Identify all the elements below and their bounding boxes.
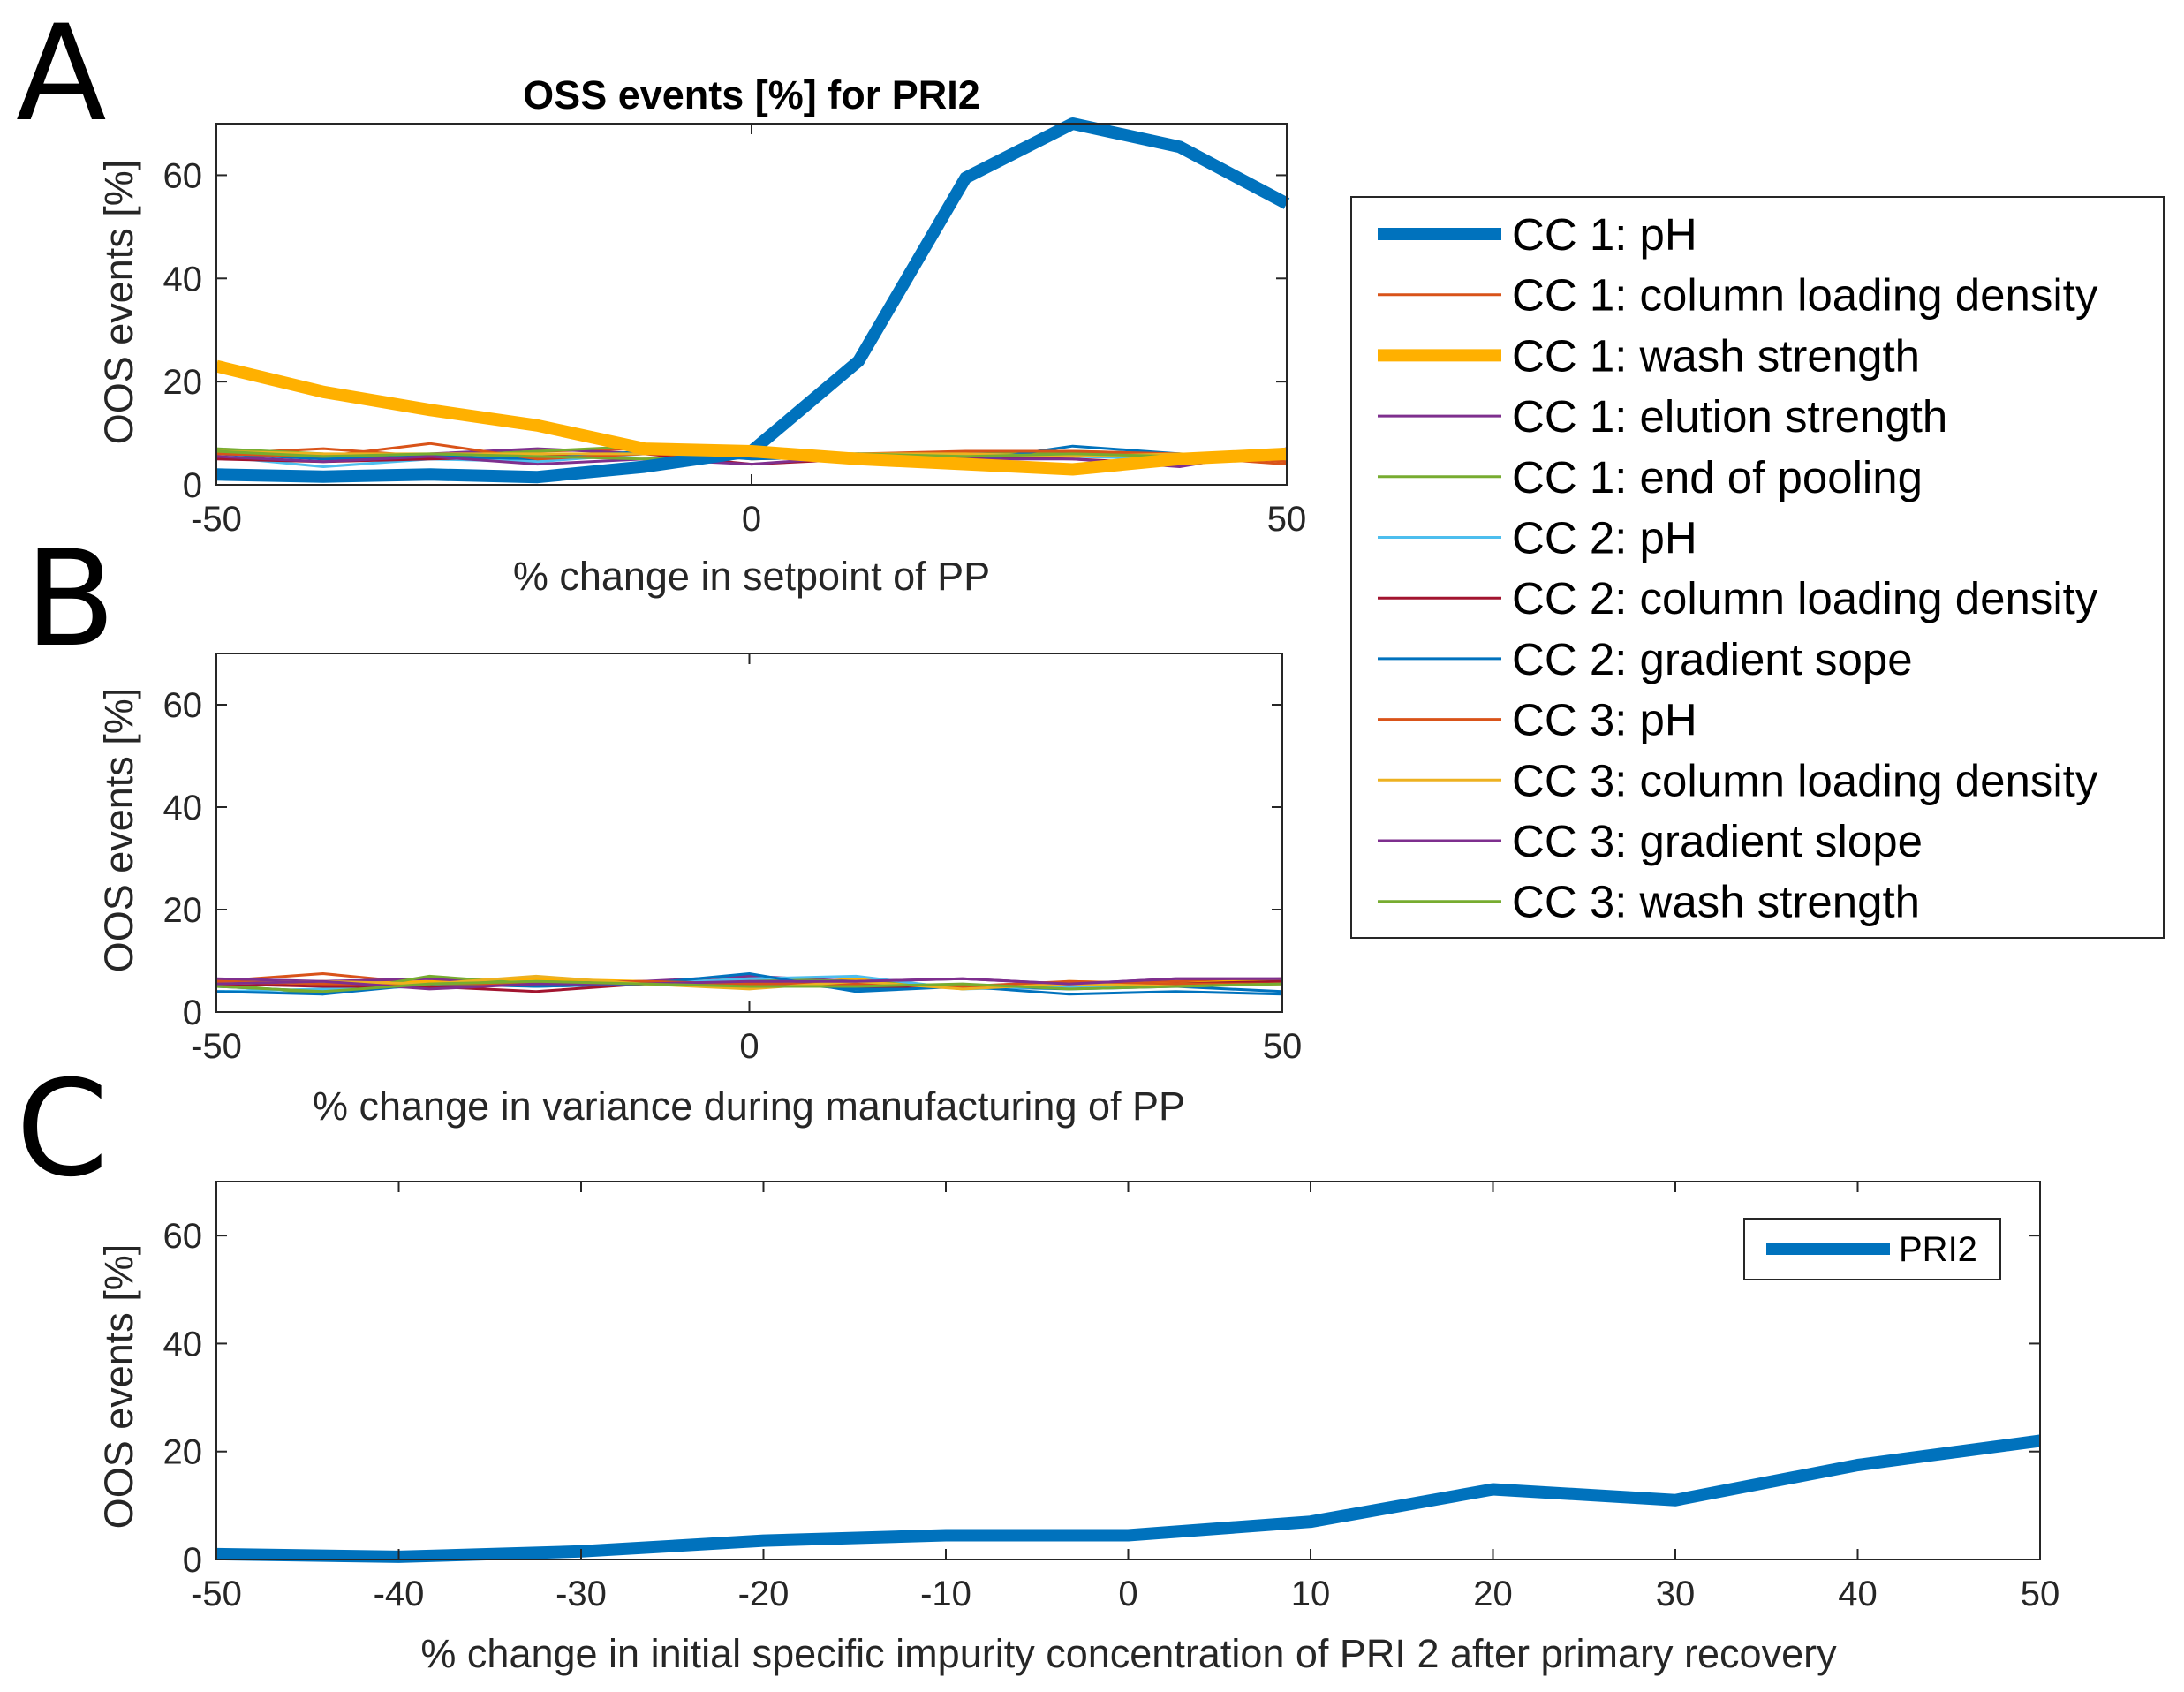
panel-b-xtick-label-0: -50 [191, 1027, 242, 1066]
panel-a-title: OSS events [%] for PRI2 [523, 72, 980, 117]
panel-c-plot-area: -50 -40 -30 -20 -10 0 10 20 30 40 50 0 20 40 60 [163, 1181, 2060, 1613]
legend-main-label-3: CC 1: elution strength [1512, 391, 1947, 442]
legend-main-label-1: CC 1: column loading density [1512, 270, 2098, 321]
panel-a-series-2-line [215, 359, 1288, 476]
panel-b-ytick-label-2: 40 [163, 789, 203, 827]
panel-a-xtick-label-1: 0 [742, 500, 761, 539]
panel-c-xtick-label-7: 20 [1473, 1575, 1513, 1613]
panel-a-ylabel: OOS events [%] [96, 160, 141, 445]
panel-c-ytick-label-3: 60 [163, 1217, 203, 1256]
legend-c: PRI2 [1743, 1218, 2001, 1280]
panel-c-ytick-label-2: 40 [163, 1325, 203, 1363]
panel-b-xlabel: % change in variance during manufacturin… [313, 1084, 1185, 1129]
panel-b-axes-box [215, 653, 1283, 1013]
panel-a-ytick-label-1: 20 [163, 363, 203, 402]
panel-letter-b: B [25, 523, 116, 676]
panel-b-ytick-label-1: 20 [163, 891, 203, 930]
panel-c-xlabel: % change in initial specific impurity co… [420, 1631, 1837, 1676]
panel-c-xtick-label-0: -50 [191, 1575, 242, 1613]
panel-b-ylabel: OOS events [%] [96, 688, 141, 973]
panel-a-xlabel: % change in setpoint of PP [513, 554, 990, 599]
panel-a-ytick-label-0: 0 [183, 466, 202, 505]
panel-c-xtick-label-2: -30 [555, 1575, 607, 1613]
legend-main-label-7: CC 2: gradient sope [1512, 634, 1913, 684]
legend-main-label-9: CC 3: column loading density [1512, 755, 2098, 805]
panel-b-xtick-label-2: 50 [1263, 1027, 1303, 1066]
panel-letter-c: C [16, 1053, 109, 1206]
panel-a-series-0-line [215, 117, 1290, 484]
legend-main-label-5: CC 2: pH [1512, 513, 1697, 563]
panel-b-series-9-line [215, 974, 1283, 991]
panel-c-ylabel: OOS events [%] [96, 1244, 141, 1530]
legend-main-label-6: CC 2: column loading density [1512, 573, 2098, 623]
panel-c-xtick-label-9: 40 [1838, 1575, 1878, 1613]
legend-main-label-11: CC 3: wash strength [1512, 877, 1920, 927]
legend-main-label-4: CC 1: end of pooling [1512, 452, 1923, 502]
panel-c-xtick-label-8: 30 [1656, 1575, 1696, 1613]
panel-c-series-0-line [215, 1434, 2041, 1563]
panel-c: -50 -40 -30 -20 -10 0 10 20 30 40 50 0 20 40 60 % chan… [96, 1181, 2060, 1676]
panel-c-ytick-label-1: 20 [163, 1433, 203, 1472]
panel-c-xtick-label-3: -20 [738, 1575, 790, 1613]
panel-b-ytick-label-0: 0 [183, 993, 202, 1032]
panel-c-ytick-label-0: 0 [183, 1541, 202, 1580]
legend-main-label-2: CC 1: wash strength [1512, 330, 1920, 381]
panel-letter-a: A [16, 0, 107, 151]
legend-main-label-0: CC 1: pH [1512, 209, 1697, 260]
panel-a-ytick-label-2: 40 [163, 260, 203, 298]
legend-c-label-0: PRI2 [1899, 1230, 1977, 1269]
legend-main-label-10: CC 3: gradient slope [1512, 816, 1923, 866]
panel-a-xtick-label-0: -50 [191, 500, 242, 539]
panel-c-xtick-label-5: 0 [1118, 1575, 1137, 1613]
panel-b-xtick-label-1: 0 [739, 1027, 759, 1066]
legend-main: CC 1: pH CC 1: column loading density CC 1… [1350, 196, 2165, 939]
panel-a-xtick-label-2: 50 [1267, 500, 1307, 539]
panel-c-xtick-label-10: 50 [2021, 1575, 2060, 1613]
legend-main-entries: CC 1: pH CC 1: column loading density CC 1… [1378, 209, 2098, 927]
legend-main-label-8: CC 3: pH [1512, 695, 1697, 745]
panel-b-series-11-line [215, 979, 1283, 993]
panel-a-axes-box [215, 123, 1288, 486]
panel-a-ytick-label-3: 60 [163, 156, 203, 195]
legend-c-entries: PRI2 [1766, 1230, 1977, 1269]
panel-c-xtick-label-1: -40 [374, 1575, 425, 1613]
panel-c-xtick-label-6: 10 [1291, 1575, 1331, 1613]
panel-b-ytick-label-3: 60 [163, 686, 203, 725]
legend-main-box [1350, 196, 2165, 939]
panel-c-xtick-label-4: -10 [920, 1575, 971, 1613]
